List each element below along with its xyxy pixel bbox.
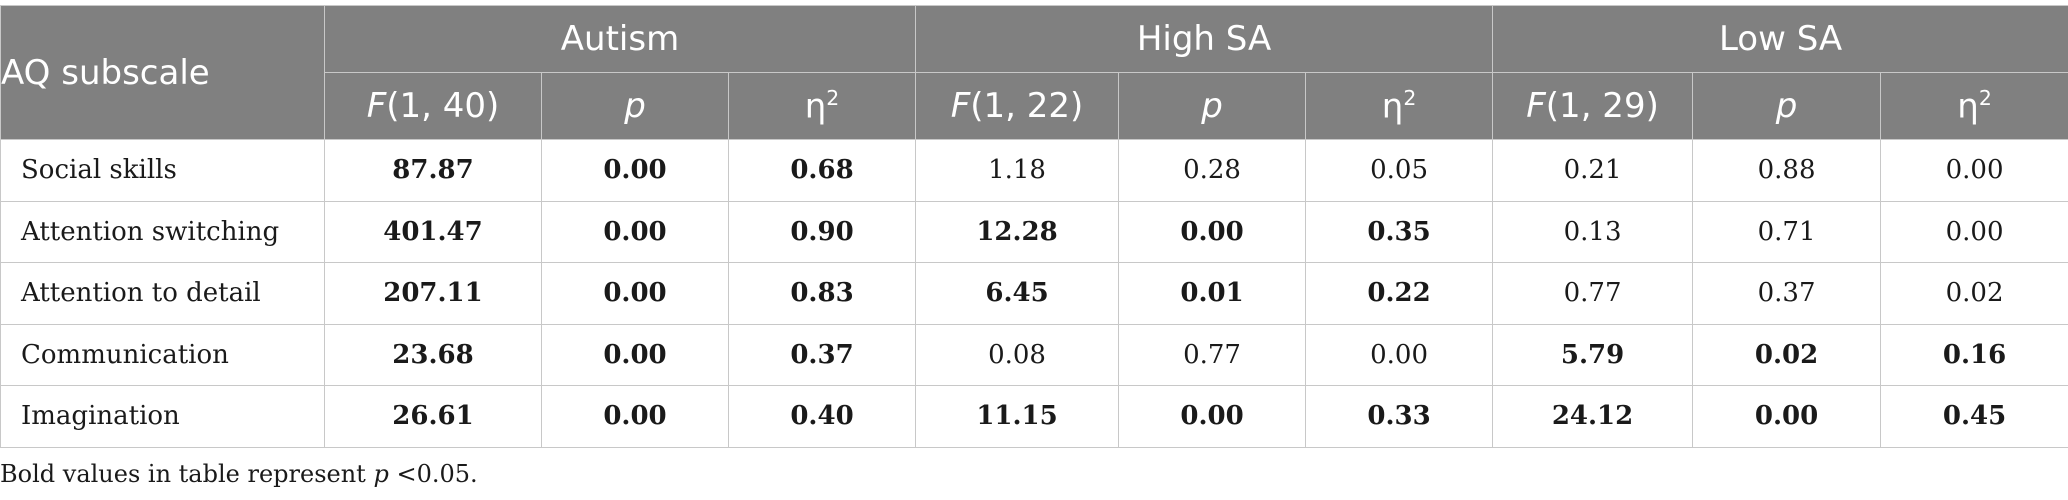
subheader-high-sa-f: F(1, 22) (915, 72, 1120, 140)
row-label: Attention to detail (0, 262, 325, 325)
table-cell: 0.00 (1880, 200, 2068, 263)
table-cell: 0.05 (1305, 139, 1494, 202)
table-cell: 0.77 (1118, 323, 1307, 386)
stat-symbol: p (1201, 86, 1223, 126)
table-cell: 0.88 (1692, 139, 1882, 202)
table-cell: 0.13 (1492, 200, 1694, 263)
table-cell: 0.00 (1118, 385, 1307, 448)
footnote-p-symbol: p (373, 460, 389, 488)
table-cell: 0.40 (727, 385, 917, 448)
table-cell: 0.00 (1305, 323, 1494, 386)
footnote-text-after: <0.05. (388, 460, 478, 488)
degrees-of-freedom: (1, 29) (1545, 86, 1659, 126)
table-cell: 0.16 (1880, 323, 2068, 386)
table-cell: 0.00 (1692, 385, 1882, 448)
table-cell: 0.00 (1880, 139, 2068, 202)
table-cell: 11.15 (915, 385, 1120, 448)
subheader-low-sa-p: p (1692, 72, 1882, 140)
stat-symbol: F (950, 86, 971, 126)
table-row: Social skills 87.87 0.00 0.68 1.18 0.28 0.05 0.… (0, 139, 2068, 202)
stat-symbol: F (366, 86, 387, 126)
header-group-low-sa: Low SA (1492, 5, 2068, 73)
table-cell: 0.83 (727, 262, 917, 325)
table-cell: 0.37 (727, 323, 917, 386)
table-cell: 0.08 (915, 323, 1120, 386)
table-cell: 87.87 (324, 139, 542, 202)
row-label: Communication (0, 323, 325, 386)
row-label: Attention switching (0, 200, 325, 263)
row-label: Social skills (0, 139, 325, 202)
table-cell: 0.90 (727, 200, 917, 263)
header-group-high-sa: High SA (915, 5, 1494, 73)
header-aq-subscale: AQ subscale (0, 5, 325, 140)
table-cell: 23.68 (324, 323, 542, 386)
table-cell: 401.47 (324, 200, 542, 263)
table-cell: 0.22 (1305, 262, 1494, 325)
table-row: Attention switching 401.47 0.00 0.90 12.28 0.… (0, 200, 2068, 263)
degrees-of-freedom: (1, 22) (970, 86, 1084, 126)
table-row: Imagination 26.61 0.00 0.40 11.15 0.00 0.33 24.… (0, 385, 2068, 448)
table-cell: 6.45 (915, 262, 1120, 325)
table-cell: 0.02 (1880, 262, 2068, 325)
table-row: Attention to detail 207.11 0.00 0.83 6.45 0.0… (0, 262, 2068, 325)
footnote-text-before: Bold values in table represent (0, 460, 374, 488)
table-cell: 0.02 (1692, 323, 1882, 386)
stat-symbol: F (1526, 86, 1546, 126)
table-cell: 1.18 (915, 139, 1120, 202)
table-header: AQ subscale Autism High SA Low SA F(1, 4… (0, 5, 2068, 140)
table-cell: 26.61 (324, 385, 542, 448)
table-cell: 0.00 (541, 139, 729, 202)
stat-symbol: η (804, 86, 827, 127)
table-cell: 0.37 (1692, 262, 1882, 325)
subheader-low-sa-eta-squared: η2 (1880, 72, 2068, 140)
table-cell: 0.21 (1492, 139, 1694, 202)
stat-symbol: η (1381, 86, 1404, 127)
header-group-autism: Autism (323, 5, 917, 73)
table-cell: 0.28 (1118, 139, 1307, 202)
superscript: 2 (826, 85, 840, 110)
subheader-row: F(1, 40) p η2 F(1, 22) p η2 F(1, 29) p η2 (1, 72, 2068, 140)
table-cell: 0.01 (1118, 262, 1307, 325)
table-cell: 0.71 (1692, 200, 1882, 263)
table-cell: 5.79 (1492, 323, 1694, 386)
table-row: Communication 23.68 0.00 0.37 0.08 0.77 0.00 5.… (0, 323, 2068, 386)
table-cell: 24.12 (1492, 385, 1694, 448)
table-cell: 0.33 (1305, 385, 1494, 448)
table-cell: 0.00 (541, 323, 729, 386)
subheader-autism-p: p (541, 72, 729, 140)
table-body: Social skills 87.87 0.00 0.68 1.18 0.28 0.05 0.… (0, 139, 2068, 448)
results-table: AQ subscale Autism High SA Low SA F(1, 4… (0, 5, 2068, 448)
table-cell: 0.35 (1305, 200, 1494, 263)
stat-symbol: η (1957, 86, 1979, 127)
superscript: 2 (1403, 85, 1417, 110)
table-cell: 0.00 (541, 385, 729, 448)
table-cell: 0.00 (541, 262, 729, 325)
table-cell: 0.68 (727, 139, 917, 202)
table-footnote: Bold values in table represent p <0.05. (0, 460, 478, 488)
subheader-high-sa-eta-squared: η2 (1305, 72, 1494, 140)
stat-symbol: p (1775, 86, 1798, 126)
row-label: Imagination (0, 385, 325, 448)
table-cell: 0.00 (1118, 200, 1307, 263)
superscript: 2 (1978, 85, 1992, 110)
table-cell: 0.77 (1492, 262, 1694, 325)
subheader-autism-eta-squared: η2 (727, 72, 917, 140)
subheader-autism-f: F(1, 40) (324, 72, 542, 140)
table-cell: 0.00 (541, 200, 729, 263)
degrees-of-freedom: (1, 40) (386, 86, 500, 126)
table-cell: 0.45 (1880, 385, 2068, 448)
table-cell: 12.28 (915, 200, 1120, 263)
subheader-low-sa-f: F(1, 29) (1492, 72, 1694, 140)
subheader-high-sa-p: p (1118, 72, 1307, 140)
stat-symbol: p (624, 86, 646, 126)
table-cell: 207.11 (324, 262, 542, 325)
